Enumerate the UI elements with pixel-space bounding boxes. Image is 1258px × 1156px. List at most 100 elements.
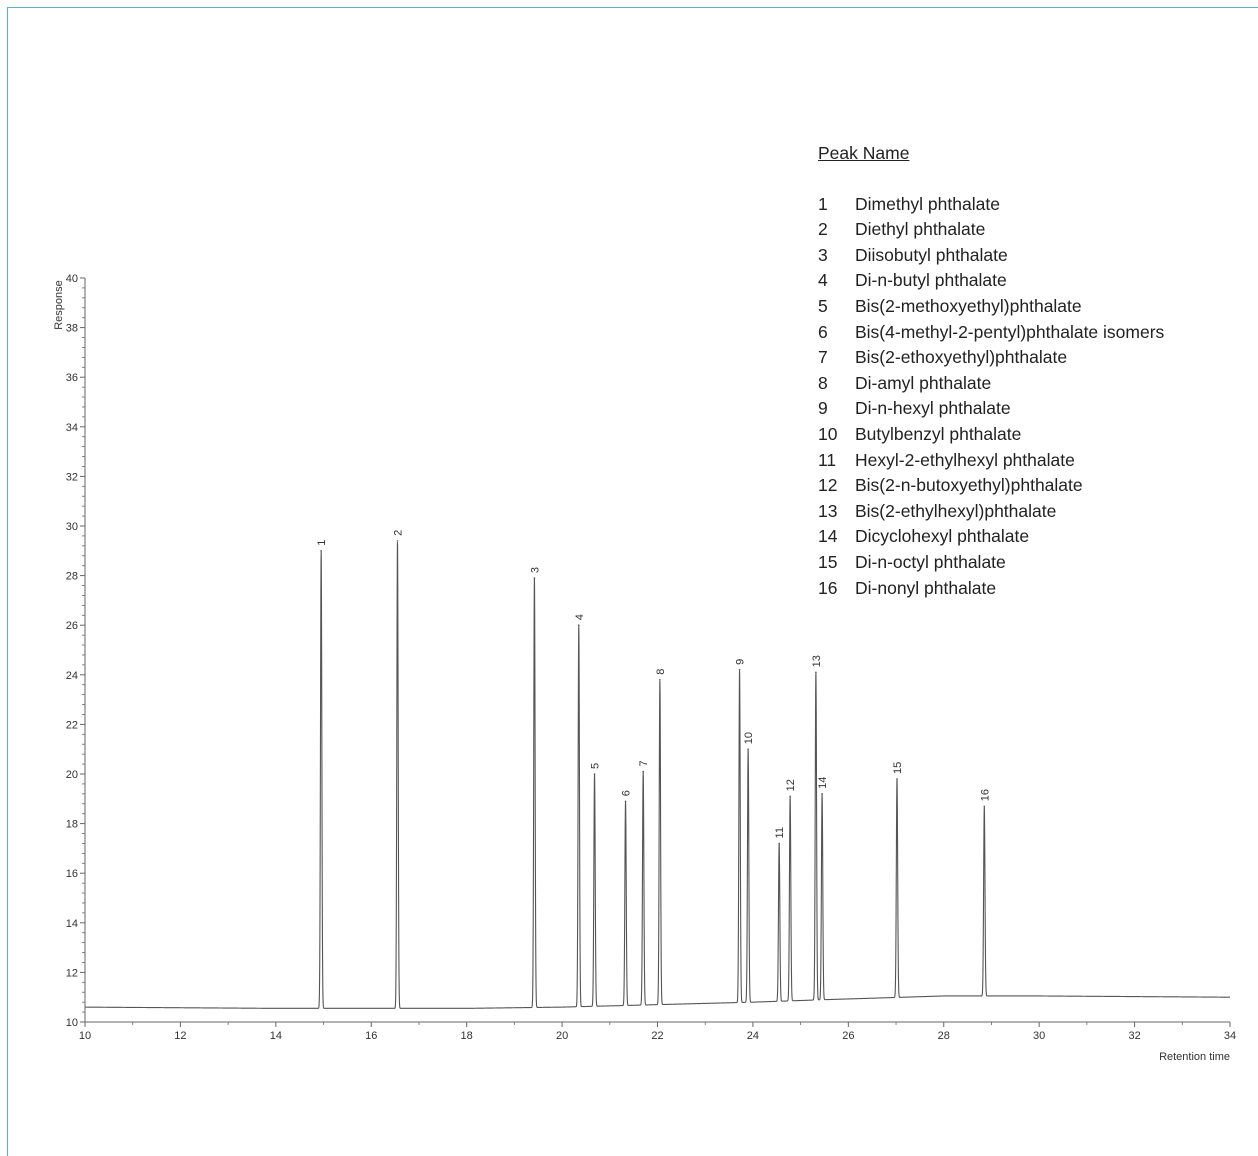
x-tick-label: 20	[556, 1030, 568, 1042]
peak-apex	[659, 678, 661, 681]
y-tick-label: 18	[66, 819, 78, 831]
legend-item: 3 Diisobutyl phthalate	[818, 243, 1164, 269]
y-tick-label: 40	[66, 273, 78, 285]
legend-item: 11 Hexyl-2-ethylhexyl phthalate	[818, 448, 1164, 474]
peak-label: 15	[892, 762, 904, 774]
legend-item: 8 Di-amyl phthalate	[818, 371, 1164, 397]
peak-label: 3	[529, 567, 541, 573]
peak-label: 16	[979, 789, 991, 801]
y-tick-label: 22	[66, 719, 78, 731]
chromatogram-trace	[85, 540, 1230, 1009]
legend-item: 7 Bis(2-ethoxyethyl)phthalate	[818, 345, 1164, 371]
legend-title: Peak Name	[818, 143, 910, 163]
peak-label: 14	[817, 777, 829, 789]
legend-item: 6 Bis(4-methyl-2-pentyl)phthalate isomers	[818, 320, 1164, 346]
legend-item: 2 Diethyl phthalate	[818, 217, 1164, 243]
legend-item-name: Di-n-butyl phthalate	[855, 270, 1007, 291]
peak-label: 2	[392, 530, 404, 536]
peak-label: 11	[774, 827, 786, 838]
legend-item-name: Dicyclohexyl phthalate	[855, 526, 1030, 547]
peak-label: 7	[638, 760, 650, 766]
legend-item-name: Diethyl phthalate	[855, 219, 986, 240]
legend-item-number: 3	[818, 244, 828, 265]
y-tick-label: 24	[66, 670, 78, 682]
y-tick-label: 34	[66, 422, 78, 434]
peak-label: 10	[743, 732, 755, 744]
legend-item: 16 Di-nonyl phthalate	[818, 576, 1164, 602]
x-tick-label: 12	[174, 1030, 186, 1042]
legend-list: 1 Dimethyl phthalate 2 Diethyl phthalate 3 Di…	[818, 192, 1164, 602]
peak-label: 9	[735, 659, 747, 665]
peak-label: 1	[316, 540, 328, 546]
chromatogram-line	[85, 542, 1230, 1009]
legend-item-number: 13	[818, 500, 838, 521]
y-tick-label: 14	[66, 918, 78, 930]
x-tick-label: 32	[1128, 1030, 1140, 1042]
legend-item-name: Hexyl-2-ethylhexyl phthalate	[855, 449, 1075, 470]
y-tick-label: 10	[66, 1017, 78, 1029]
x-tick-label: 24	[747, 1030, 759, 1042]
legend-item-name: Di-nonyl phthalate	[855, 577, 997, 598]
legend-item: 1 Dimethyl phthalate	[818, 192, 1164, 218]
peak-label: 4	[574, 614, 586, 620]
legend-item-number: 10	[818, 423, 838, 444]
y-tick-label: 20	[66, 769, 78, 781]
peak-label: 6	[621, 790, 633, 796]
y-tick-label: 38	[66, 323, 78, 335]
peak-apex	[789, 795, 791, 798]
y-tick-label: 32	[66, 471, 78, 483]
legend-item-number: 2	[818, 219, 828, 240]
peak-legend: Peak Name 1 Dimethyl phthalate 2 Diethyl ph…	[818, 141, 1164, 601]
legend-item-name: Diisobutyl phthalate	[855, 244, 1008, 265]
peak-label: 13	[811, 655, 823, 667]
figure-frame	[7, 7, 1258, 1156]
legend-item-number: 11	[818, 449, 837, 470]
legend-item: 12 Bis(2-n-butoxyethyl)phthalate	[818, 473, 1164, 499]
y-tick-label: 16	[66, 868, 78, 880]
legend-item-number: 1	[818, 193, 828, 214]
x-tick-label: 14	[270, 1030, 282, 1042]
peak-apex	[778, 842, 780, 845]
legend-item-number: 15	[818, 551, 838, 572]
legend-item: 5 Bis(2-methoxyethyl)phthalate	[818, 294, 1164, 320]
x-tick-label: 34	[1224, 1030, 1236, 1042]
peak-label: 5	[590, 763, 602, 769]
y-tick-label: 36	[66, 372, 78, 384]
peak-apex	[983, 805, 986, 808]
legend-item-name: Butylbenzyl phthalate	[855, 423, 1022, 444]
legend-item-name: Bis(2-ethoxyethyl)phthalate	[855, 347, 1068, 368]
x-tick-label: 22	[651, 1030, 663, 1042]
y-axis-label: Response	[53, 280, 65, 330]
y-tick-label: 26	[66, 620, 78, 632]
peak-apex	[593, 773, 596, 775]
legend-item: 15 Di-n-octyl phthalate	[818, 550, 1164, 576]
peak-apex	[533, 577, 536, 579]
peak-apex	[320, 550, 322, 552]
x-tick-label: 26	[842, 1030, 854, 1042]
legend-item-number: 4	[818, 270, 828, 291]
legend-item-number: 5	[818, 295, 828, 316]
legend-item-name: Di-amyl phthalate	[855, 372, 992, 393]
y-tick-label: 30	[66, 521, 78, 533]
x-tick-label: 18	[461, 1030, 473, 1042]
legend-item: 4 Di-n-butyl phthalate	[818, 268, 1164, 294]
peak-apex	[738, 669, 741, 671]
legend-item-number: 14	[818, 526, 838, 547]
peak-apex	[396, 540, 399, 542]
x-tick-label: 30	[1033, 1030, 1045, 1042]
y-tick-label: 28	[66, 571, 78, 583]
peak-apex	[624, 800, 627, 803]
peak-apex	[815, 671, 817, 674]
peak-apex	[577, 624, 580, 626]
legend-item-name: Di-n-hexyl phthalate	[855, 398, 1011, 419]
peak-apex	[642, 770, 644, 773]
peak-apex	[821, 793, 823, 795]
legend-item-name: Bis(4-methyl-2-pentyl)phthalate isomers	[855, 321, 1165, 342]
legend-item-name: Di-n-octyl phthalate	[855, 551, 1006, 572]
peak-label: 8	[655, 669, 667, 675]
x-tick-label: 10	[79, 1030, 91, 1042]
legend-item: 14 Dicyclohexyl phthalate	[818, 524, 1164, 550]
x-tick-label: 28	[938, 1030, 950, 1042]
